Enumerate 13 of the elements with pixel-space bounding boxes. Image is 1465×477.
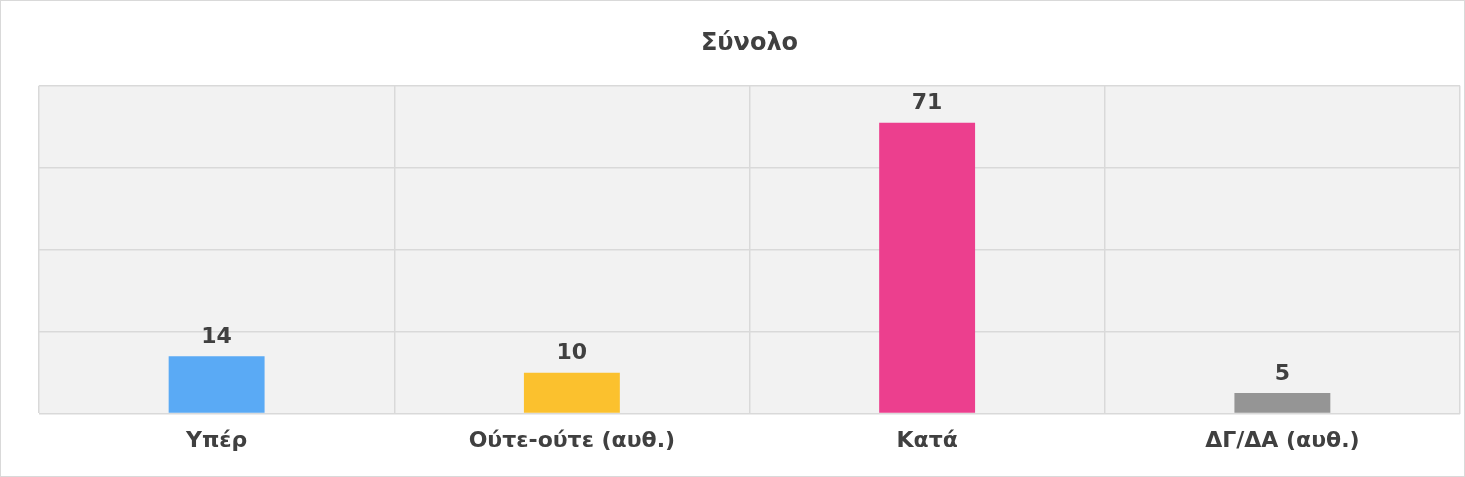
chart-title: Σύνολο (700, 27, 799, 56)
x-tick-label: Ούτε-ούτε (αυθ.) (468, 426, 676, 452)
x-tick-label: Κατά (896, 426, 958, 452)
data-label: 10 (556, 339, 588, 365)
x-tick-label: ΔΓ/ΔΑ (αυθ.) (1205, 426, 1360, 452)
data-label: 14 (201, 322, 232, 348)
data-label: 5 (1274, 359, 1291, 385)
bar (879, 122, 976, 413)
bar (523, 372, 620, 413)
x-tick-label: Υπέρ (184, 426, 248, 452)
bar (1234, 393, 1331, 413)
data-label: 71 (911, 89, 943, 115)
bar (168, 356, 265, 413)
